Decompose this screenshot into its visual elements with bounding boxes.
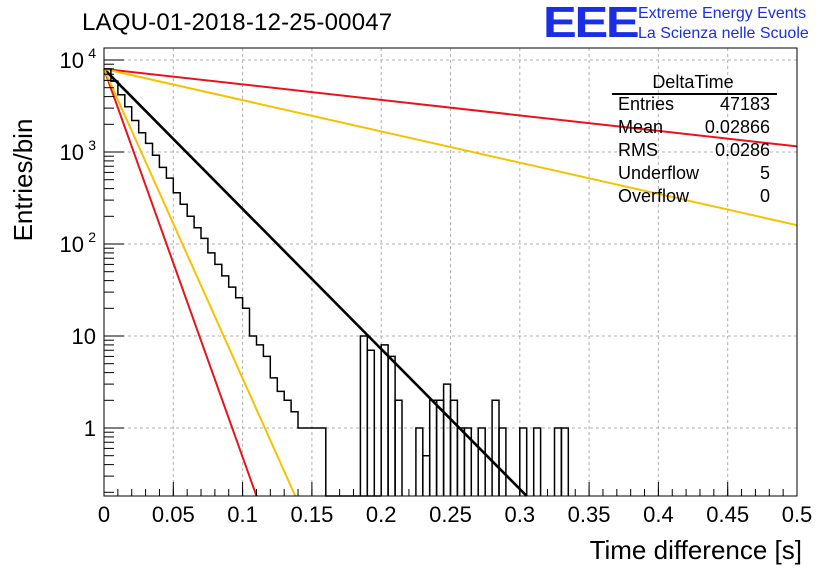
x-tick-label: 0.45 [706, 502, 749, 527]
curve-red-shallow [103, 67, 798, 148]
x-tick-label: 0.3 [505, 502, 536, 527]
stats-value: 5 [760, 163, 770, 183]
y-tick-label: 10 [60, 140, 84, 165]
run-title: LAQU-01-2018-12-25-00047 [82, 9, 393, 36]
x-tick-label: 0.4 [643, 502, 674, 527]
y-tick-label: 10 [60, 48, 84, 73]
logo-line1: Extreme Energy Events [638, 5, 807, 22]
histogram-bin [435, 399, 445, 496]
x-tick-label: 0.15 [290, 502, 333, 527]
histogram-main [104, 68, 382, 497]
y-axis-label: Entries/bin [8, 119, 38, 242]
histogram-bin [387, 355, 396, 496]
stats-title: DeltaTime [652, 72, 733, 92]
x-tick-label: 0.25 [429, 502, 472, 527]
histogram-bin [449, 399, 459, 496]
x-tick-label: 0.05 [152, 502, 195, 527]
stats-label: Underflow [618, 163, 700, 183]
y-tick-exponent: 4 [88, 45, 96, 61]
histogram-bin [422, 454, 431, 496]
x-tick-label: 0.5 [782, 502, 813, 527]
histogram-bin [477, 427, 486, 496]
histogram-bin [498, 427, 507, 496]
histogram-bin [491, 399, 500, 496]
histogram-bin [463, 427, 473, 496]
curve-yellow-steep [103, 68, 297, 497]
logo-mark: EEE [543, 0, 640, 47]
histogram-bin [415, 427, 424, 496]
x-tick-label: 0.2 [366, 502, 397, 527]
y-tick-exponent: 2 [88, 229, 96, 245]
curve-red-steep [103, 68, 258, 497]
histogram [104, 68, 570, 497]
x-axis-label: Time difference [s] [590, 535, 802, 565]
stats-label: RMS [618, 140, 658, 160]
eee-logo: EEE Extreme Energy Events La Scienza nel… [543, 0, 833, 47]
stats-label: Overflow [618, 186, 690, 206]
histogram-bin [553, 427, 563, 496]
histogram-bin [442, 383, 452, 496]
histogram-bin [519, 427, 528, 496]
histogram-bin [532, 427, 542, 496]
axes: 0 0.05 0.1 0.15 0.2 0.25 0.3 0.35 0.4 0.45 0.5 1 10 1… [60, 45, 813, 527]
grid [104, 48, 797, 496]
curve-yellow-shallow [103, 67, 798, 227]
histogram-bin [456, 427, 466, 496]
y-tick-label: 10 [72, 324, 96, 349]
x-tick-label: 0 [98, 502, 110, 527]
y-tick-label: 10 [60, 232, 84, 257]
stats-label: Entries [618, 94, 674, 114]
stats-value: 47183 [720, 94, 770, 114]
histogram-bin [359, 335, 369, 496]
curves [103, 67, 798, 497]
stats-value: 0 [760, 186, 770, 206]
stats-value: 0.0286 [715, 140, 770, 160]
curve-fit [103, 67, 528, 497]
x-tick-label: 0.35 [568, 502, 611, 527]
y-tick-label: 1 [84, 416, 96, 441]
histogram-bin [560, 427, 570, 496]
histogram-bin [394, 399, 403, 496]
histogram-bin [366, 349, 376, 496]
y-tick-exponent: 3 [88, 137, 96, 153]
histogram-bin [380, 344, 389, 496]
x-tick-label: 0.1 [227, 502, 258, 527]
logo-line2: La Scienza nelle Scuole [638, 25, 809, 42]
histogram-bin [428, 399, 438, 496]
stats-value: 0.02866 [705, 117, 770, 137]
stats-label: Mean [618, 117, 663, 137]
